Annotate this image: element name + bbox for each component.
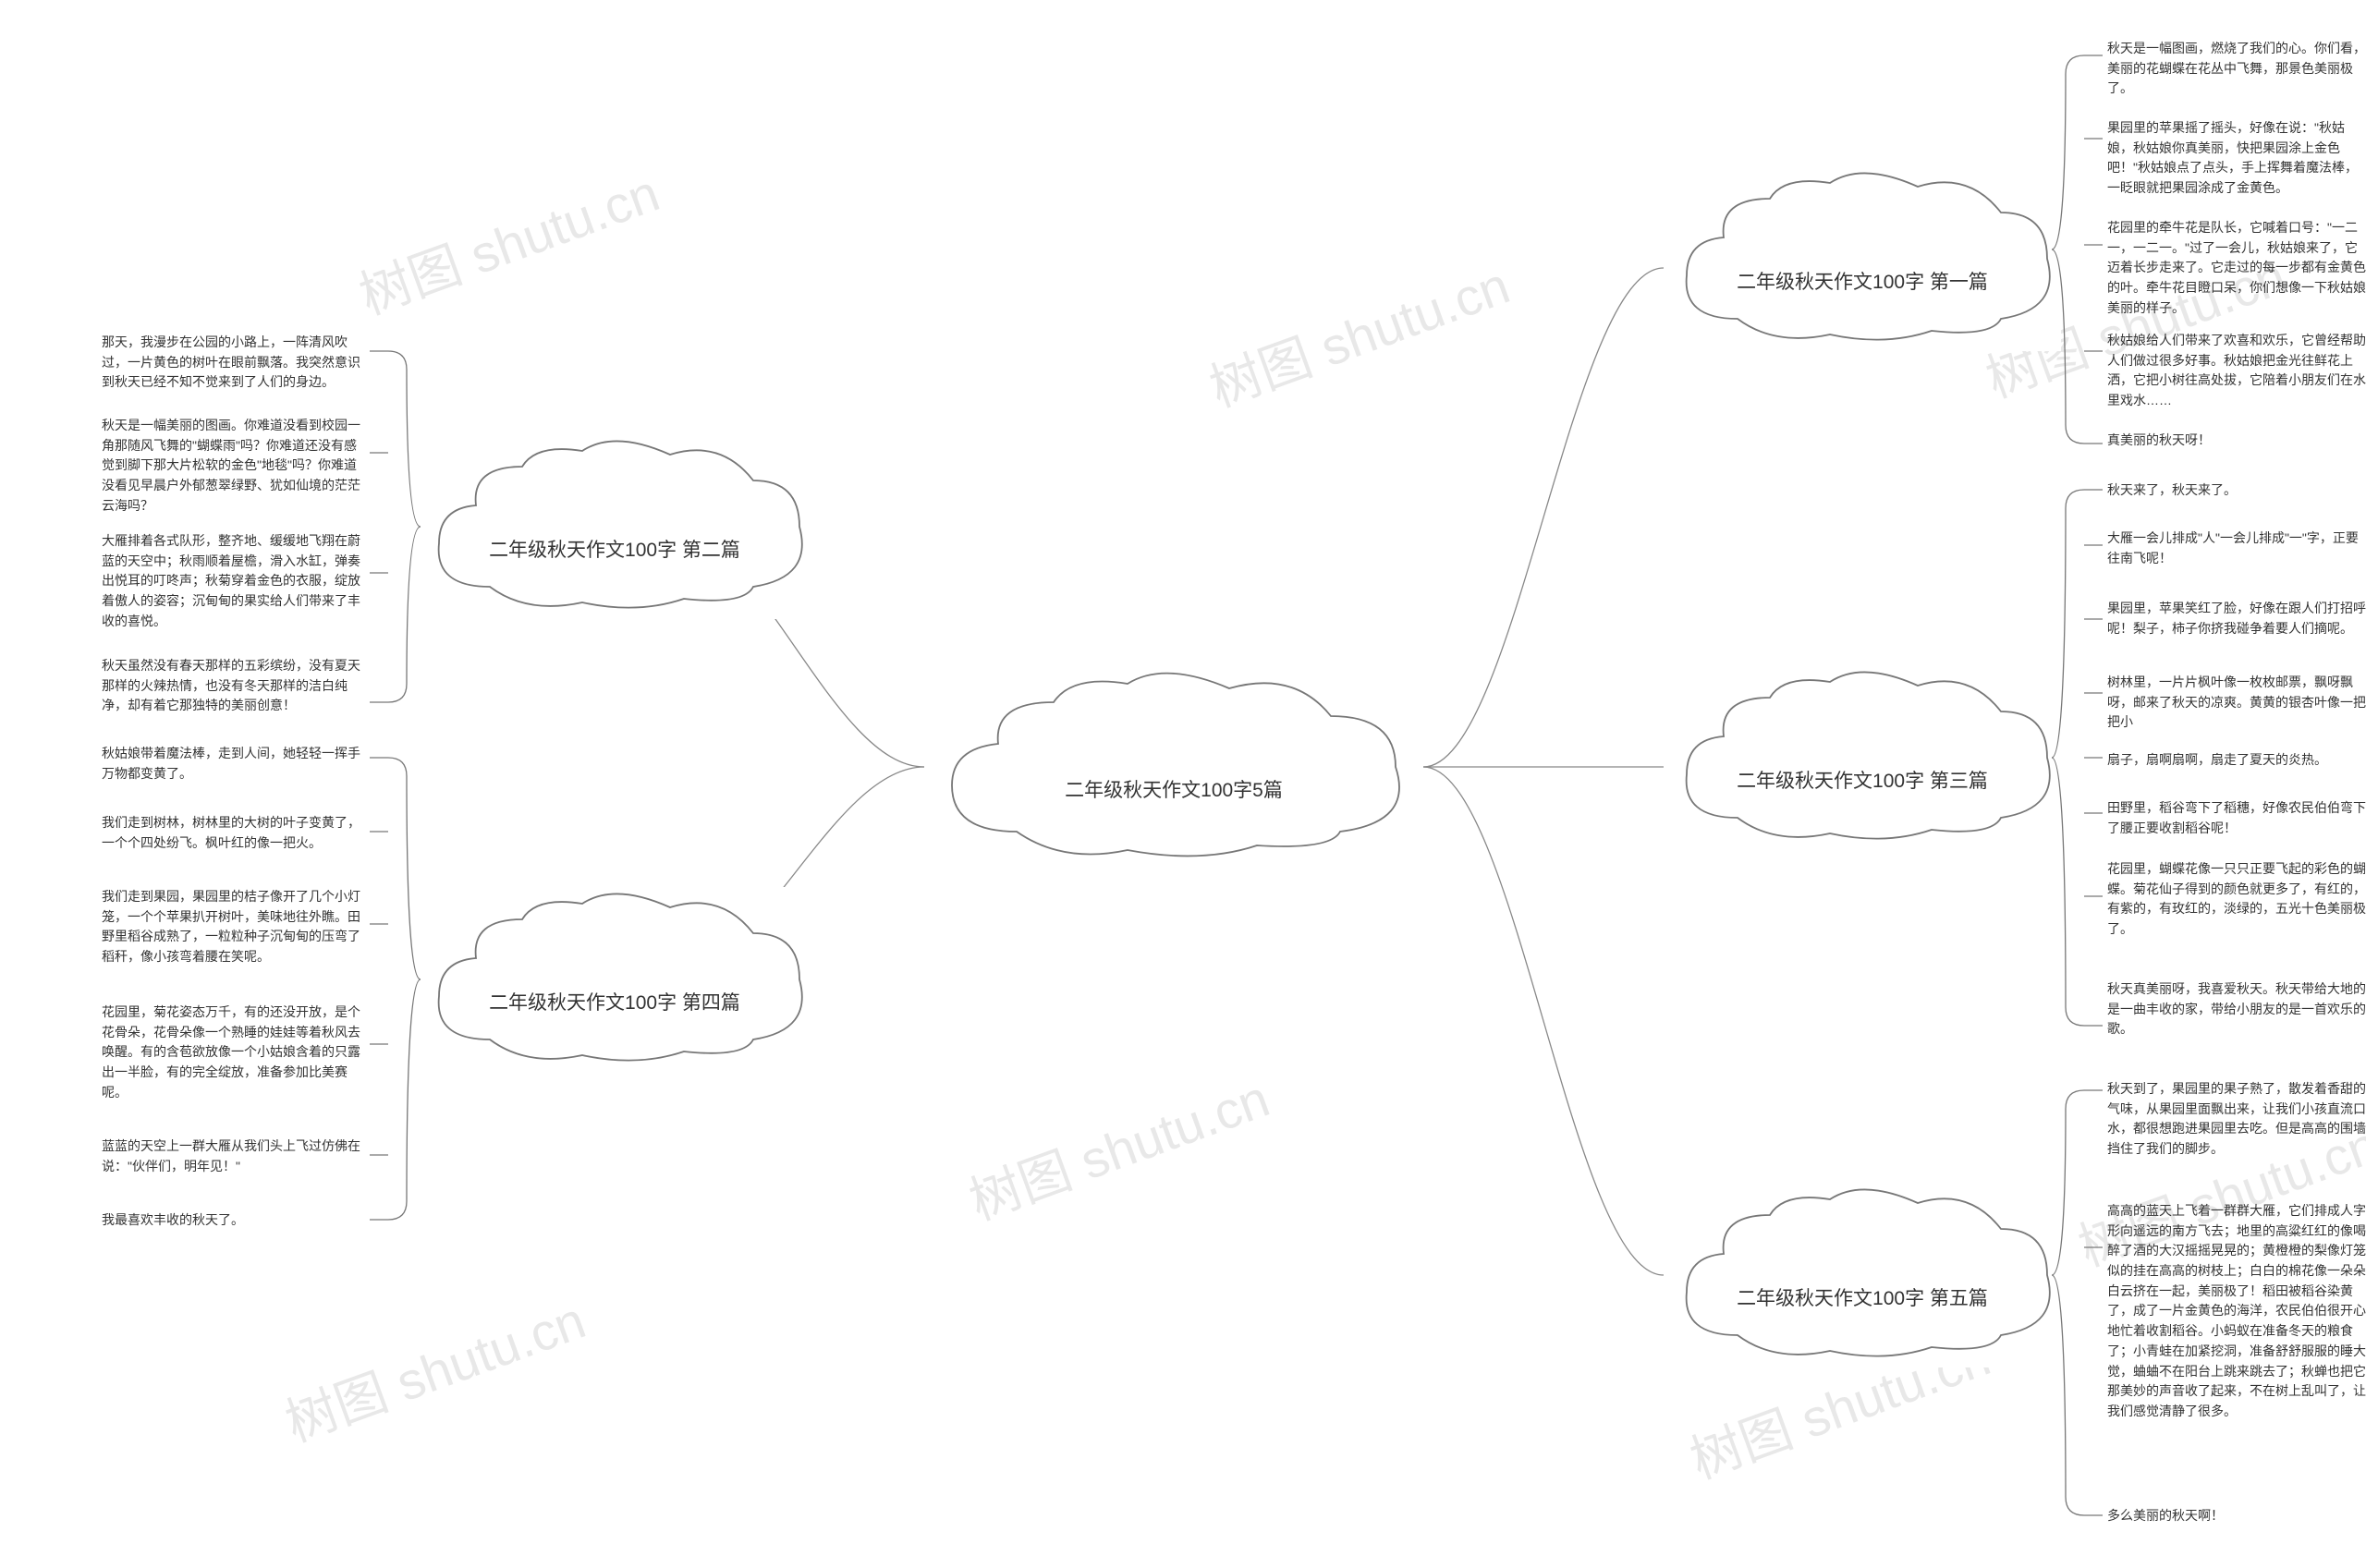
branch-node-2: 二年级秋天作文100字 第二篇	[416, 434, 813, 619]
leaf: 我们走到树林，树林里的大树的叶子变黄了，一个个四处纷飞。枫叶红的像一把火。	[102, 813, 360, 853]
branch-node-1: 二年级秋天作文100字 第一篇	[1664, 166, 2061, 351]
leaf: 蓝蓝的天空上一群大雁从我们头上飞过仿佛在说："伙伴们，明年见！"	[102, 1136, 360, 1176]
branch-label: 二年级秋天作文100字 第三篇	[1737, 766, 1988, 794]
leaf: 秋天是一幅图画，燃烧了我们的心。你们看，美丽的花蝴蝶在花丛中飞舞，那景色美丽极了…	[2107, 39, 2366, 99]
leaf: 真美丽的秋天呀！	[2107, 431, 2366, 451]
branch-node-3: 二年级秋天作文100字 第三篇	[1664, 665, 2061, 850]
watermark: 树图 shutu.cn	[274, 1279, 594, 1456]
branch-label: 二年级秋天作文100字 第一篇	[1737, 267, 1988, 295]
leaf: 秋天来了，秋天来了。	[2107, 480, 2366, 501]
leaf: 秋姑娘给人们带来了欢喜和欢乐，它曾经帮助人们做过很多好事。秋姑娘把金光往鲜花上洒…	[2107, 331, 2366, 411]
leaf: 花园里，菊花姿态万千，有的还没开放，是个花骨朵，花骨朵像一个熟睡的娃娃等着秋风去…	[102, 1003, 360, 1102]
leaf: 大雁一会儿排成"人"一会儿排成"一"字，正要往南飞呢！	[2107, 529, 2366, 568]
watermark: 树图 shutu.cn	[348, 152, 668, 329]
branch-label: 二年级秋天作文100字 第四篇	[489, 988, 740, 1015]
leaf: 秋天是一幅美丽的图画。你难道没看到校园一角那随风飞舞的"蝴蝶雨"吗？你难道还没有…	[102, 416, 360, 516]
branch-label: 二年级秋天作文100字 第二篇	[489, 535, 740, 563]
leaf: 扇子，扇啊扇啊，扇走了夏天的炎热。	[2107, 750, 2366, 771]
brace-2	[365, 342, 421, 711]
leaf: 花园里，蝴蝶花像一只只正要飞起的彩色的蝴蝶。菊花仙子得到的颜色就更多了，有红的，…	[2107, 859, 2366, 940]
root-label: 二年级秋天作文100字5篇	[1065, 775, 1283, 803]
watermark: 树图 shutu.cn	[1198, 244, 1518, 421]
branch-label: 二年级秋天作文100字 第五篇	[1737, 1283, 1988, 1311]
leaf: 田野里，稻谷弯下了稻穗，好像农民伯伯弯下了腰正要收割稻谷呢！	[2107, 798, 2366, 838]
root-node: 二年级秋天作文100字5篇	[924, 665, 1423, 869]
leaf: 秋天虽然没有春天那样的五彩缤纷，没有夏天那样的火辣热情，也没有冬天那样的洁白纯净…	[102, 656, 360, 716]
leaf: 花园里的牵牛花是队长，它喊着口号："一二一，一二一。"过了一会儿，秋姑娘来了，它…	[2107, 218, 2366, 318]
leaf: 我最喜欢丰收的秋天了。	[102, 1210, 360, 1231]
branch-node-5: 二年级秋天作文100字 第五篇	[1664, 1183, 2061, 1367]
leaf: 果园里的苹果摇了摇头，好像在说："秋姑娘，秋姑娘你真美丽，快把果园涂上金色吧！"…	[2107, 118, 2366, 199]
leaf: 大雁排着各式队形，整齐地、缓缓地飞翔在蔚蓝的天空中；秋雨顺着屋檐，滑入水缸，弹奏…	[102, 531, 360, 631]
brace-4	[365, 748, 421, 1229]
watermark: 树图 shutu.cn	[957, 1057, 1278, 1234]
leaf: 秋姑娘带着魔法棒，走到人间，她轻轻一挥手万物都变黄了。	[102, 744, 360, 784]
leaf: 我们走到果园，果园里的桔子像开了几个小灯笼，一个个苹果扒开树叶，美味地往外瞧。田…	[102, 887, 360, 967]
leaf: 果园里，苹果笑红了脸，好像在跟人们打招呼呢！梨子，柿子你挤我碰争着要人们摘呢。	[2107, 599, 2366, 638]
leaf: 秋天真美丽呀，我喜爱秋天。秋天带给大地的是一曲丰收的家，带给小朋友的是一首欢乐的…	[2107, 979, 2366, 1039]
leaf: 秋天到了，果园里的果子熟了，散发着香甜的气味，从果园里面飘出来，让我们小孩直流口…	[2107, 1079, 2366, 1160]
branch-node-4: 二年级秋天作文100字 第四篇	[416, 887, 813, 1072]
leaf: 高高的蓝天上飞着一群群大雁，它们排成人字形向遥远的南方飞去；地里的高粱红红的像喝…	[2107, 1201, 2366, 1422]
leaf: 那天，我漫步在公园的小路上，一阵清风吹过，一片黄色的树叶在眼前飘落。我突然意识到…	[102, 333, 360, 393]
leaf: 树林里，一片片枫叶像一枚枚邮票，飘呀飘呀，邮来了秋天的凉爽。黄黄的银杏叶像一把把…	[2107, 673, 2366, 733]
leaf: 多么美丽的秋天啊！	[2107, 1506, 2366, 1526]
